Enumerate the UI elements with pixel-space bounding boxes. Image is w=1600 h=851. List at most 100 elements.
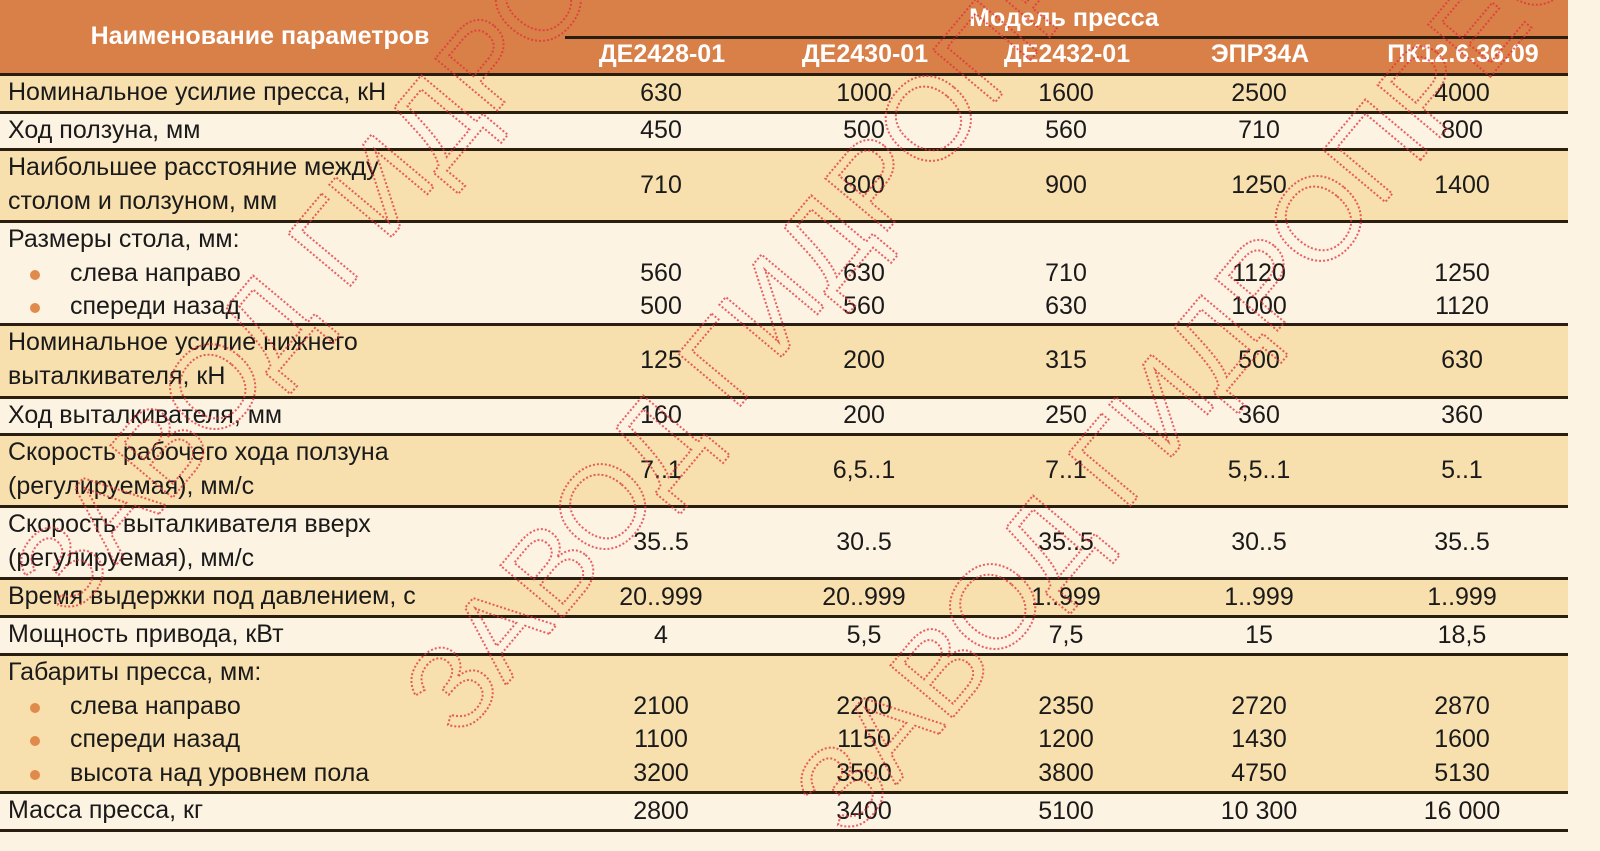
value-cell: 500 [640, 292, 682, 320]
value-cell: 630 [1045, 292, 1087, 320]
param-label: Ход выталкивателя, мм [8, 399, 548, 433]
model-group-header: Модель пресса [969, 4, 1159, 32]
model-header-2: ДЕ2430-01 [801, 40, 929, 68]
param-label-line: столом и ползуном, мм [8, 186, 278, 215]
param-label-line: Масса пресса, кг [8, 796, 204, 824]
table-row: Номинальное усилие нижнего выталкивателя,… [0, 326, 1568, 399]
value-cell: 560 [843, 292, 885, 320]
value-cell: 1430 [1231, 725, 1287, 753]
value-cell: 250 [1045, 401, 1087, 430]
table-row: Размеры стола, мм: слева направо спереди н… [0, 223, 1568, 326]
value-cell: 16 000 [1423, 796, 1501, 825]
sub-param-label: слева направо [8, 257, 548, 291]
param-label-line: Время выдержки под давлением, с [8, 582, 416, 610]
sub-param-label: спереди назад [8, 723, 548, 757]
value-cell: 200 [843, 346, 885, 375]
model-header-1: ДЕ2428-01 [598, 40, 726, 68]
param-label-line: Скорость рабочего хода ползуна [8, 438, 389, 466]
param-label-line: (регулируемая), мм/с [8, 471, 255, 500]
param-label-line: Ход выталкивателя, мм [8, 401, 283, 429]
param-label-line: выталкивателя, кН [8, 361, 226, 390]
table-row: Габариты пресса, мм: слева направо спереди… [0, 656, 1568, 794]
value-cell: 6,5..1 [832, 455, 896, 484]
table-body: Номинальное усилие пресса, кН 630 1000 1600… [0, 76, 1568, 832]
value-cell: 450 [640, 116, 682, 145]
press-spec-table: Наименование параметров Модель пресса ДЕ… [0, 0, 1568, 832]
value-cell: 1..999 [1427, 582, 1497, 611]
sub-param-text: спереди назад [70, 292, 241, 320]
bullet-icon [30, 702, 40, 713]
bullet-icon [30, 769, 40, 780]
value-cell: 1600 [1434, 725, 1490, 753]
value-cell: 5130 [1434, 758, 1490, 787]
param-label-line: (регулируемая), мм/с [8, 543, 255, 572]
value-cell: 5,5..1 [1227, 455, 1291, 484]
value-cell: 160 [640, 401, 682, 430]
value-cell: 360 [1238, 401, 1280, 430]
value-cell: 2350 [1038, 691, 1094, 720]
value-cell: 30..5 [1231, 527, 1287, 556]
value-cell: 4 [654, 620, 668, 649]
value-cell: 360 [1441, 401, 1483, 430]
value-cell: 2200 [836, 691, 892, 720]
value-cell: 1250 [1434, 258, 1490, 287]
table-header: Наименование параметров Модель пресса ДЕ… [0, 0, 1568, 76]
table-row: Номинальное усилие пресса, кН 630 1000 1600… [0, 76, 1568, 114]
table-row: Ход ползуна, мм 450 500 560 710 800 [0, 114, 1568, 151]
table-row: Скорость выталкивателя вверх (регулируема… [0, 508, 1568, 580]
value-cell: 18,5 [1437, 620, 1487, 649]
param-label: Габариты пресса, мм: слева направо спереди… [8, 656, 548, 790]
param-label-line: Габариты пресса, мм: [8, 658, 262, 686]
model-header-3: ДЕ2432-01 [1003, 40, 1131, 68]
param-label: Скорость рабочего хода ползуна (регулируе… [8, 436, 548, 503]
value-cell: 3200 [633, 758, 689, 787]
model-header-4: ЭПР34А [1210, 40, 1310, 68]
value-cell: 15 [1245, 620, 1273, 649]
param-label-line: Ход ползуна, мм [8, 116, 201, 144]
param-label-line: Номинальное усилие нижнего [8, 328, 358, 356]
value-cell: 5,5 [846, 620, 882, 649]
value-cell: 500 [1238, 346, 1280, 375]
sub-param-text: слева направо [70, 691, 241, 720]
param-label: Масса пресса, кг [8, 794, 548, 828]
value-cell: 1200 [1038, 725, 1094, 753]
param-label: Номинальное усилие нижнего выталкивателя,… [8, 326, 548, 393]
value-cell: 1400 [1434, 170, 1490, 199]
value-cell: 7..1 [640, 455, 682, 484]
table-row: Скорость рабочего хода ползуна (регулируе… [0, 436, 1568, 508]
value-cell: 500 [843, 116, 885, 145]
sub-param-label: высота над уровнем пола [8, 757, 548, 791]
model-header-5: ПК12.6.36.09 [1387, 40, 1539, 68]
param-label-line: Скорость выталкивателя вверх [8, 510, 371, 538]
value-cell: 800 [843, 170, 885, 199]
param-label: Время выдержки под давлением, с [8, 580, 548, 614]
value-cell: 1100 [634, 725, 688, 753]
value-cell: 3500 [836, 758, 892, 787]
value-cell: 30..5 [836, 527, 892, 556]
value-cell: 800 [1441, 116, 1483, 145]
value-cell: 35..5 [1038, 527, 1094, 556]
value-cell: 315 [1045, 346, 1087, 375]
value-cell: 4000 [1434, 78, 1490, 107]
value-cell: 35..5 [1434, 527, 1490, 556]
sub-param-label: слева направо [8, 690, 548, 724]
param-label: Размеры стола, мм: слева направо спереди н… [8, 223, 548, 324]
param-label-line: Размеры стола, мм: [8, 225, 240, 253]
value-cell: 710 [1045, 258, 1087, 287]
value-cell: 630 [843, 258, 885, 287]
value-cell: 2720 [1231, 691, 1287, 720]
value-cell: 560 [640, 258, 682, 287]
value-cell: 560 [1045, 116, 1087, 145]
value-cell: 2870 [1434, 691, 1490, 720]
value-cell: 630 [1441, 346, 1483, 375]
value-cell: 7..1 [1045, 455, 1087, 484]
param-label: Номинальное усилие пресса, кН [8, 76, 548, 110]
value-cell: 10 300 [1220, 796, 1298, 825]
value-cell: 20..999 [619, 582, 703, 611]
param-column-header: Наименование параметров [90, 22, 430, 50]
header-divider [565, 36, 1568, 39]
sub-param-text: слева направо [70, 258, 241, 287]
value-cell: 1000 [836, 78, 892, 107]
value-cell: 630 [640, 78, 682, 107]
value-cell: 900 [1045, 170, 1087, 199]
